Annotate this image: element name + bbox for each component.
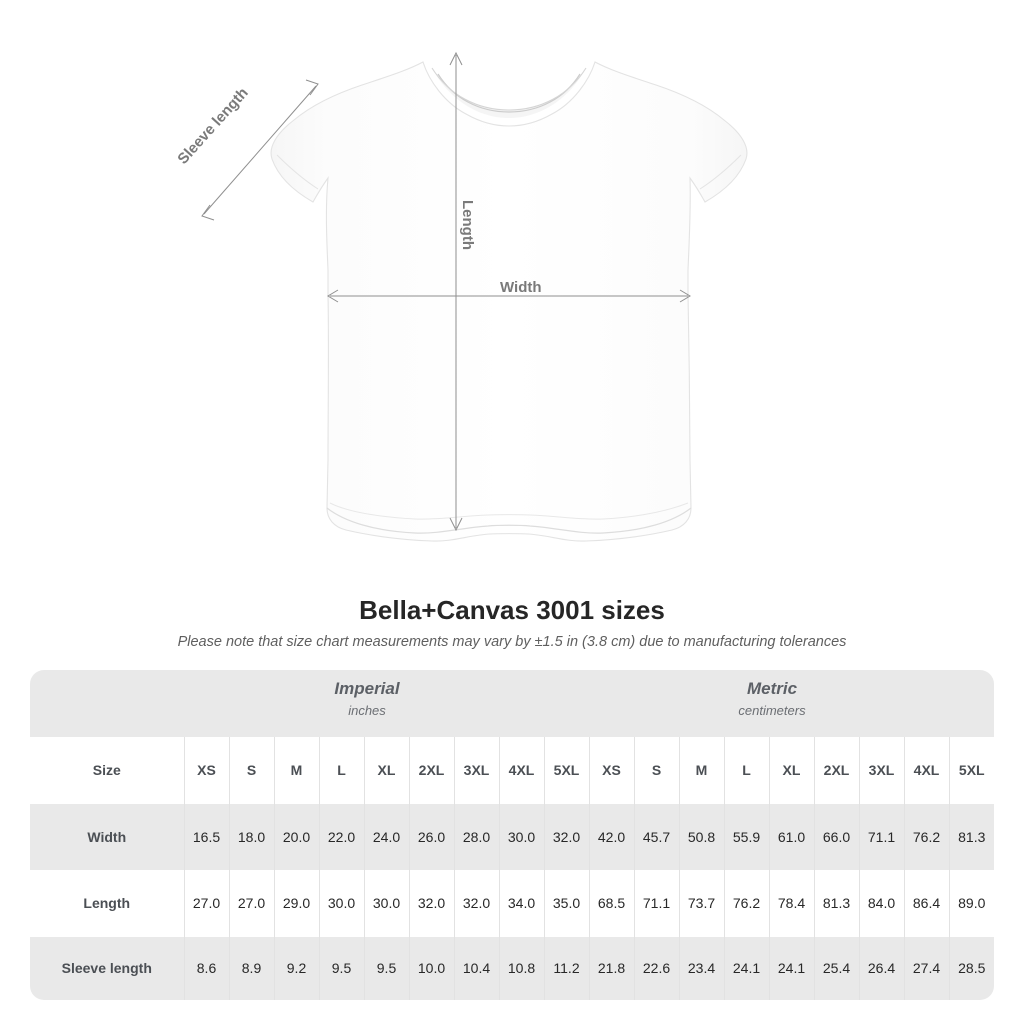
svg-text:Sleeve length: Sleeve length (174, 84, 251, 167)
svg-text:Width: Width (500, 279, 542, 296)
svg-text:Length: Length (459, 200, 476, 250)
